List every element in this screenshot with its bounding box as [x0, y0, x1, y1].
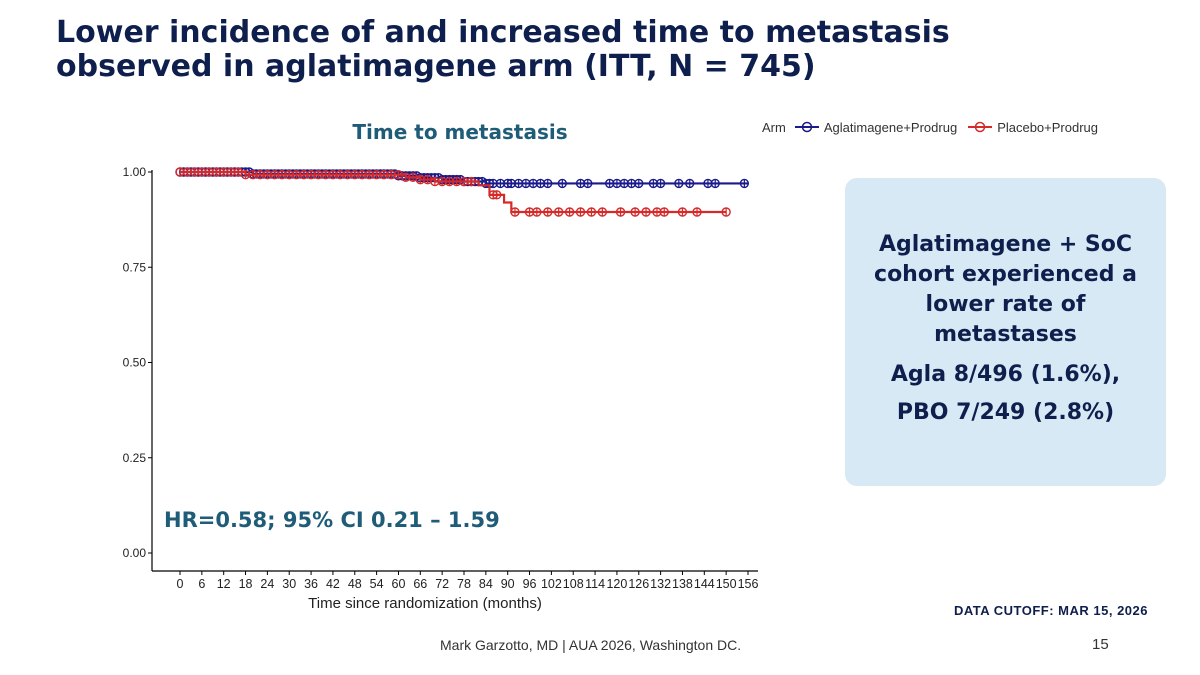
x-tick-label: 24 [260, 577, 274, 591]
x-tick-label: 120 [606, 577, 627, 591]
page-number: 15 [1092, 636, 1109, 653]
legend-item-placebo: Placebo+Prodrug [967, 120, 1098, 135]
x-tick-label: 150 [716, 577, 737, 591]
x-tick-label: 144 [694, 577, 715, 591]
y-tick-label: 1.00 [123, 165, 147, 179]
footer-text: Mark Garzotto, MD | AUA 2026, Washington… [440, 637, 742, 653]
callout-agla-rate: Agla 8/496 (1.6%), [890, 362, 1121, 387]
x-tick-label: 126 [628, 577, 649, 591]
x-tick-label: 114 [585, 577, 605, 591]
x-tick-label: 48 [348, 577, 362, 591]
legend-title: Arm [762, 119, 786, 135]
callout-box: Aglatimagene + SoC cohort experienced a … [845, 178, 1166, 486]
x-axis-title: Time since randomization (months) [308, 595, 542, 612]
x-tick-label: 102 [541, 577, 562, 591]
data-cutoff: DATA CUTOFF: MAR 15, 2026 [953, 603, 1148, 618]
legend-swatch-agla [794, 121, 819, 133]
legend-label-agla: Aglatimagene+Prodrug [823, 119, 958, 135]
x-tick-label: 12 [217, 577, 231, 591]
x-tick-label: 90 [501, 577, 515, 591]
callout-headline: Aglatimagene + SoC cohort experienced a … [874, 232, 1137, 347]
x-tick-label: 96 [523, 577, 537, 591]
callout-pbo-rate: PBO 7/249 (2.8%) [896, 400, 1115, 425]
y-tick-label: 0.50 [123, 356, 147, 370]
x-tick-label: 42 [326, 577, 340, 591]
y-tick-label: 0.75 [123, 260, 147, 274]
x-tick-label: 54 [370, 577, 384, 591]
x-tick-label: 138 [672, 577, 693, 591]
x-tick-label: 60 [392, 577, 406, 591]
hazard-ratio-text: HR=0.58; 95% CI 0.21 – 1.59 [164, 508, 500, 532]
y-tick-label: 0.00 [123, 546, 147, 560]
legend-item-agla: Aglatimagene+Prodrug [794, 120, 957, 135]
chart-title: Time to metastasis [352, 120, 568, 144]
x-tick-label: 6 [198, 577, 205, 591]
km-chart: 0.00 0.25 0.50 0.75 1.00 0 6 12 18 24 30 36 42 48 54 60… [123, 165, 759, 612]
legend-label-placebo: Placebo+Prodrug [997, 119, 1099, 135]
legend-swatch-placebo [968, 121, 993, 133]
x-tick-label: 78 [457, 577, 471, 591]
x-tick-label: 0 [177, 577, 184, 591]
slide-title: Lower incidence of and increased time to… [56, 15, 950, 84]
x-tick-label: 108 [563, 577, 584, 591]
y-tick-label: 0.25 [123, 451, 147, 465]
x-tick-label: 18 [239, 577, 253, 591]
chart-legend: Arm Aglatimagene+Prodrug Placebo+Prodrug [762, 117, 1108, 137]
x-tick-label: 156 [738, 577, 759, 591]
x-tick-label: 36 [304, 577, 318, 591]
x-tick-label: 72 [435, 577, 449, 591]
x-tick-label: 84 [479, 577, 493, 591]
x-tick-label: 30 [282, 577, 296, 591]
x-tick-label: 66 [413, 577, 427, 591]
censor-mark-placebo [415, 174, 426, 185]
x-tick-label: 132 [650, 577, 671, 591]
